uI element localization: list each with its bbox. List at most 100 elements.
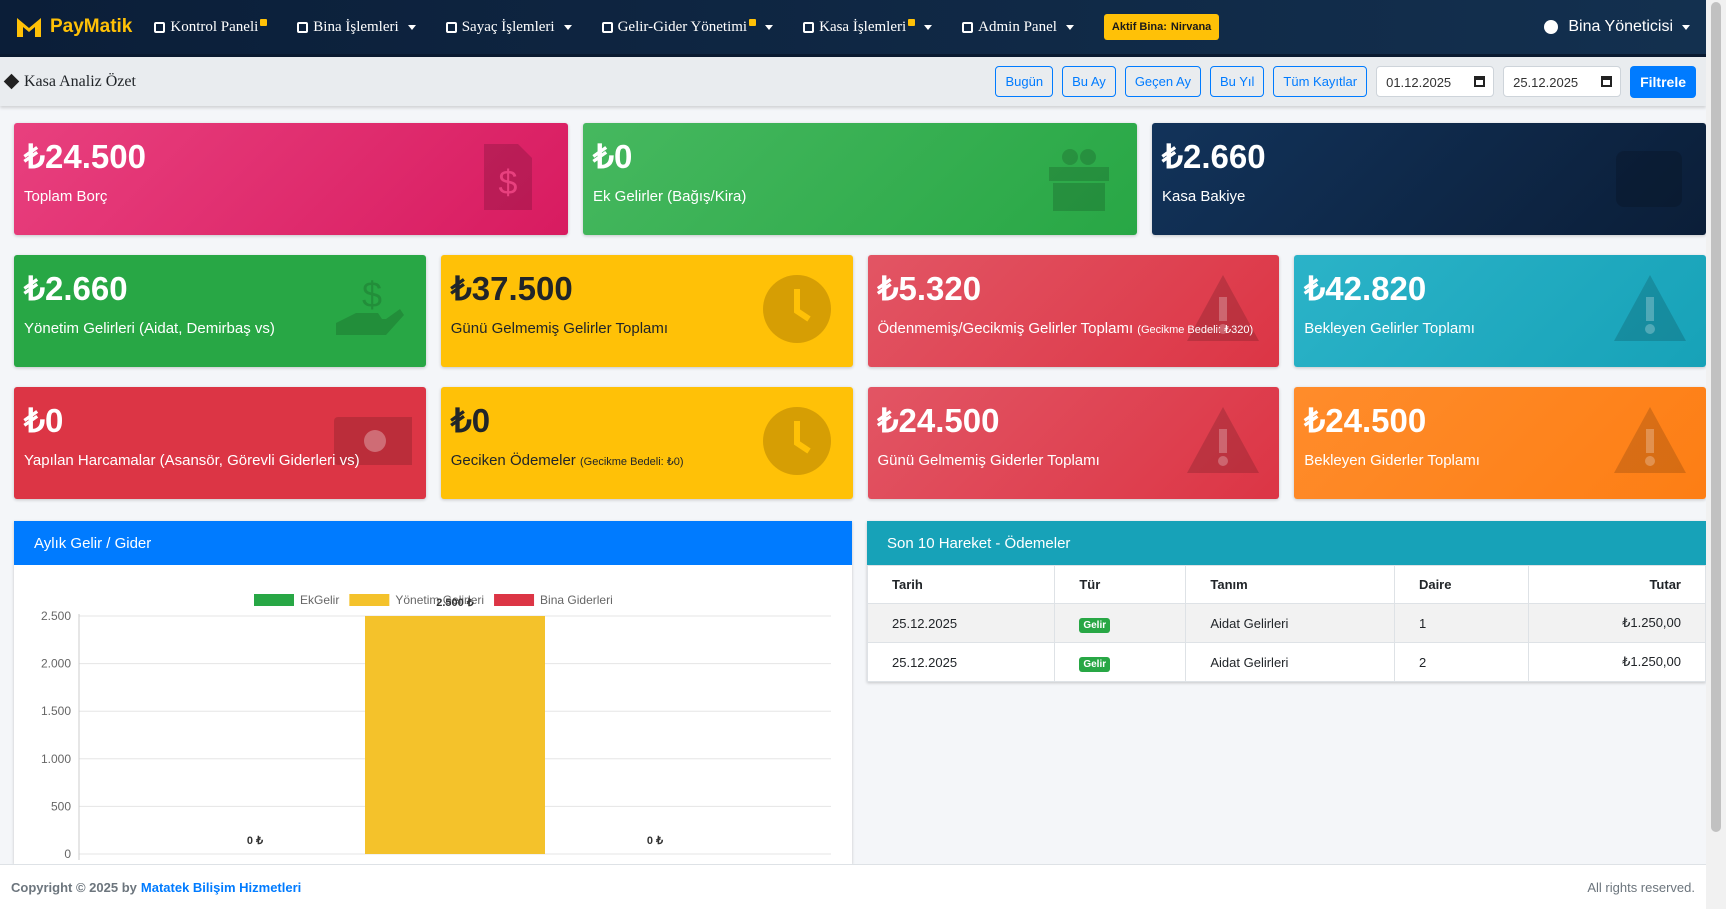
y-tick-label: 0 [64,847,71,861]
card-value: ₺0 [450,402,491,439]
cell-text: Aidat Gelirleri [1210,615,1289,631]
table-cell: ₺1.250,00 [1527,642,1707,682]
table-cell: Aidat Gelirleri [1185,642,1395,682]
table-cell: Aidat Gelirleri [1185,603,1395,643]
menu-item[interactable]: Gelir-Gider Yönetimi [601,18,774,36]
card-value: ₺24.500 [877,402,1000,439]
card-label: Geciken Ödemeler [450,452,576,469]
scrollbar [1706,0,1726,909]
legend-swatch [494,594,535,606]
stat-card: ₺24.500 Bekleyen Giderler Toplamı [1294,387,1706,499]
card-value: ₺0 [593,138,633,175]
card-value: ₺0 [24,402,64,439]
cell-text: Aidat Gelirleri [1210,654,1289,670]
table-cell: Gelir [1054,603,1187,643]
active-label: Aktif Bina: [1111,21,1167,33]
brand[interactable]: PayMatik [16,16,132,38]
card-label-wrap: Ödenmemiş/Gecikmiş Gelirler Toplamı (Gec… [878,320,1270,337]
chart-panel: Aylık Gelir / Gider 0 500 1.000 1.500 2.000 2… [14,521,852,864]
svg-text:$: $ [362,274,382,315]
menu-item[interactable]: Kontrol Paneli [154,18,268,36]
card-value: ₺2.660 [1162,138,1266,175]
card-label: Ek Gelirler (Bağış/Kira) [593,188,747,205]
card-label: Bekleyen Giderler Toplamı [1304,452,1480,469]
menu-item[interactable]: Sayaç İşlemleri [445,19,572,36]
table-cell: 25.12.2025 [866,603,1056,643]
menu-label: Gelir-Gider Yönetimi [617,18,748,35]
card-label: Günü Gelmemiş Giderler Toplamı [877,452,1100,469]
page-title-text: Kasa Analiz Özet [24,72,136,90]
filter-button[interactable]: Bu Yıl [1209,66,1265,97]
card-note: (Gecikme Bedeli: ₺0) [579,456,684,468]
table: Tarih Tür Tanım Daire Tutar 25.12.2025 Gelir Ai… [866,565,1707,682]
value-label: 0 ₺ [647,835,663,847]
table-title: Son 10 Hareket - Ödemeler [867,521,1706,565]
active-building: Aktif Bina: Nirvana [1103,14,1220,40]
date-input[interactable]: 01.12.2025 [1376,66,1495,97]
card-value: ₺37.500 [450,270,573,307]
filter-button[interactable]: Bu Ay [1062,66,1116,97]
stat-card: ₺37.500 Günü Gelmemiş Gelirler Toplamı [440,255,853,367]
filter-button[interactable]: Tüm Kayıtlar [1273,66,1368,97]
card-row: ₺0 Yapılan Harcamalar (Asansör, Görevli G… [14,387,1706,499]
value-label: 0 ₺ [247,835,263,847]
legend-label: Yönetim Gelirleri [395,593,484,607]
card-label-wrap: Yapılan Harcamalar (Asansör, Görevli Gid… [24,452,416,469]
footer: Copyright © 2025 by Matatek Bilişim Hizme… [0,864,1706,909]
card-label-wrap: Günü Gelmemiş Giderler Toplamı [878,452,1270,469]
menu: Kontrol Paneli Bina İşlemleri Sayaç İşleml… [154,18,1104,36]
filter-submit[interactable]: Filtrele [1630,65,1696,98]
tools: Bugün Bu Ay Geçen Ay Bu Yıl Tüm Kayıtlar 01.1… [995,65,1696,98]
menu-item[interactable]: Bina İşlemleri [297,18,416,36]
column-header: Tanım [1185,565,1395,604]
chart-panel-title: Aylık Gelir / Gider [14,521,852,565]
date-input[interactable]: 25.12.2025 [1503,66,1622,97]
y-tick-label: 1.000 [41,752,71,766]
stat-card: ₺5.320 Ödenmemiş/Gecikmiş Gelirler Toplam… [867,255,1280,367]
menu-label: Kontrol Paneli [170,18,259,35]
menu-label: Bina İşlemleri [313,18,399,35]
bar [365,616,545,854]
card-label: Yapılan Harcamalar (Asansör, Görevli Gid… [24,452,360,469]
stat-card: ₺0 Yapılan Harcamalar (Asansör, Görevli G… [14,387,426,499]
menu-item[interactable]: Admin Panel [962,19,1074,36]
column-header: Daire [1393,565,1529,604]
logo [17,18,41,37]
user-name: Bina Yöneticisi [1568,18,1673,35]
filter-button[interactable]: Geçen Ay [1124,66,1201,97]
y-tick-label: 2.000 [41,657,71,671]
stat-card: ₺0 Geciken Ödemeler (Gecikme Bedeli: ₺0) [440,387,853,499]
card-label-wrap: Yönetim Gelirleri (Aidat, Demirbaş vs) [24,320,416,337]
cell-text: ₺1.250,00 [1622,615,1681,630]
user-menu[interactable]: Bina Yöneticisi [1544,18,1690,36]
copyright: Copyright © 2025 by [11,880,137,895]
filter-button[interactable]: Bugün [995,66,1054,97]
menu-item[interactable]: Kasa İşlemleri [803,18,933,36]
company[interactable]: Matatek Bilişim Hizmetleri [140,880,302,895]
card-note: (Gecikme Bedeli: ₺320) [1137,324,1254,336]
date-value: 01.12.2025 [1386,75,1452,90]
card-label-wrap: Bekleyen Giderler Toplamı [1304,452,1696,469]
card-label: Kasa Bakiye [1162,188,1246,205]
chart: 0 500 1.000 1.500 2.000 2.500 EkGelir Yönetim G… [41,593,831,861]
card-label: Yönetim Gelirleri (Aidat, Demirbaş vs) [24,320,275,337]
card-icon [762,407,831,475]
legend-swatch [349,594,390,606]
table-cell: ₺1.250,00 [1527,603,1707,643]
card-icon [1614,275,1686,341]
y-tick-label: 2.500 [41,609,71,623]
y-tick-label: 500 [51,799,71,813]
card-label: Toplam Borç [24,188,108,205]
page-title: Kasa Analiz Özet [3,72,136,91]
cell-text: 2 [1418,654,1427,670]
legend-label: EkGelir [300,593,339,607]
card-icon [1187,275,1260,341]
stat-card: ₺0 Ek Gelirler (Bağış/Kira) [583,123,1137,235]
toolbar: Kasa Analiz Özet Bugün Bu Ay Geçen Ay Bu Yı… [0,57,1706,106]
cell-text: ₺1.250,00 [1622,654,1681,669]
card-icon: $ [484,144,532,210]
active-value: Nirvana [1170,21,1212,33]
legend-label: Bina Giderleri [540,593,613,607]
type-badge: Gelir [1079,617,1111,633]
